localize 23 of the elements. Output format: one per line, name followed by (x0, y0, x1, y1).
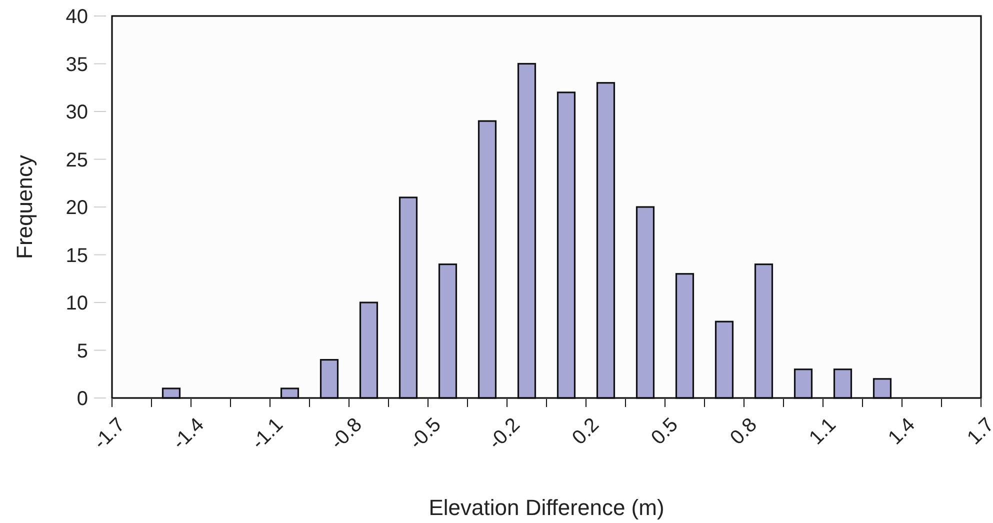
y-tick-label: 25 (66, 149, 88, 172)
y-tick-label: 5 (76, 340, 88, 362)
x-tick-label: -1.1 (248, 414, 288, 454)
y-tick-label: 10 (66, 292, 88, 314)
x-tick-label: -0.5 (406, 414, 446, 454)
y-tick-label: 15 (66, 244, 88, 267)
x-tick-label: -1.7 (90, 414, 130, 454)
x-tick-label: -1.4 (168, 414, 208, 454)
y-tick-label: 35 (66, 54, 88, 76)
y-tick-label: 0 (76, 388, 88, 410)
y-tick-label: 40 (66, 6, 88, 28)
x-tick-label: 1.1 (805, 414, 840, 450)
y-tick-label: 30 (66, 102, 88, 124)
x-tick-label: 1.7 (963, 414, 993, 450)
x-tick-label: 0.5 (647, 414, 682, 450)
y-axis-title: Frequency (12, 155, 37, 259)
x-tick-label: 0.8 (726, 414, 762, 450)
x-tick-label: -0.8 (326, 414, 366, 454)
x-tick-label: -0.2 (484, 414, 524, 454)
y-tick-label: 20 (66, 197, 88, 219)
x-tick-label: 1.4 (884, 414, 920, 450)
x-axis-title: Elevation Difference (m) (428, 495, 664, 520)
x-tick-label: 0.2 (568, 414, 604, 450)
